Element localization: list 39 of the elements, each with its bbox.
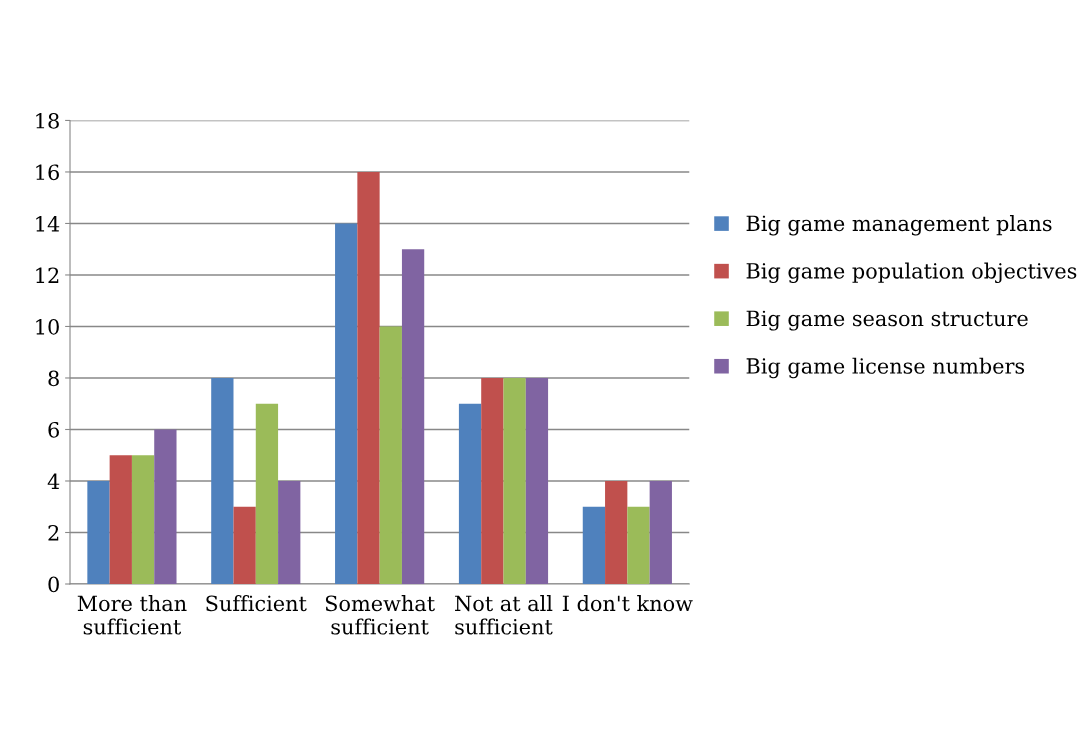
legend-label: Big game management plans bbox=[746, 215, 1052, 236]
bar bbox=[379, 326, 402, 584]
bar bbox=[401, 249, 425, 584]
y-tick-label: 6 bbox=[48, 421, 59, 438]
x-tick-label: Somewhat sufficient bbox=[325, 595, 435, 635]
y-tick-label: 2 bbox=[48, 524, 59, 541]
y-tick-label: 18 bbox=[36, 112, 59, 129]
y-tick-label: 10 bbox=[36, 318, 59, 335]
bar bbox=[109, 455, 132, 584]
bar bbox=[481, 377, 504, 584]
x-tick-label: Not at all sufficient bbox=[455, 595, 553, 635]
bar bbox=[525, 377, 549, 584]
bar bbox=[278, 480, 301, 584]
bar bbox=[233, 506, 256, 584]
y-tick-label: 8 bbox=[48, 370, 59, 387]
bar bbox=[154, 429, 177, 584]
y-tick-label: 16 bbox=[36, 164, 59, 181]
x-tick-label: Sufficient bbox=[206, 595, 307, 612]
legend-label: Big game season structure bbox=[746, 310, 1028, 331]
bar bbox=[87, 480, 110, 584]
y-tick-label: 12 bbox=[36, 267, 59, 283]
bar bbox=[335, 223, 358, 584]
x-tick-label: I don't know bbox=[562, 595, 693, 612]
bar bbox=[357, 171, 380, 584]
legend-label: Big game license numbers bbox=[746, 357, 1025, 379]
y-tick-label: 0 bbox=[48, 576, 59, 593]
bar bbox=[458, 403, 482, 584]
y-tick-label: 4 bbox=[47, 473, 60, 489]
y-tick-label: 14 bbox=[36, 215, 60, 232]
bar bbox=[649, 480, 672, 584]
bar bbox=[605, 480, 628, 584]
bar bbox=[627, 506, 650, 584]
bar bbox=[582, 506, 606, 584]
legend-label: Big game population objectives bbox=[746, 262, 1077, 284]
bar bbox=[131, 455, 155, 584]
x-tick-label: More than sufficient bbox=[77, 595, 187, 635]
bar bbox=[211, 377, 234, 584]
bar bbox=[503, 377, 526, 584]
bar bbox=[255, 403, 279, 584]
